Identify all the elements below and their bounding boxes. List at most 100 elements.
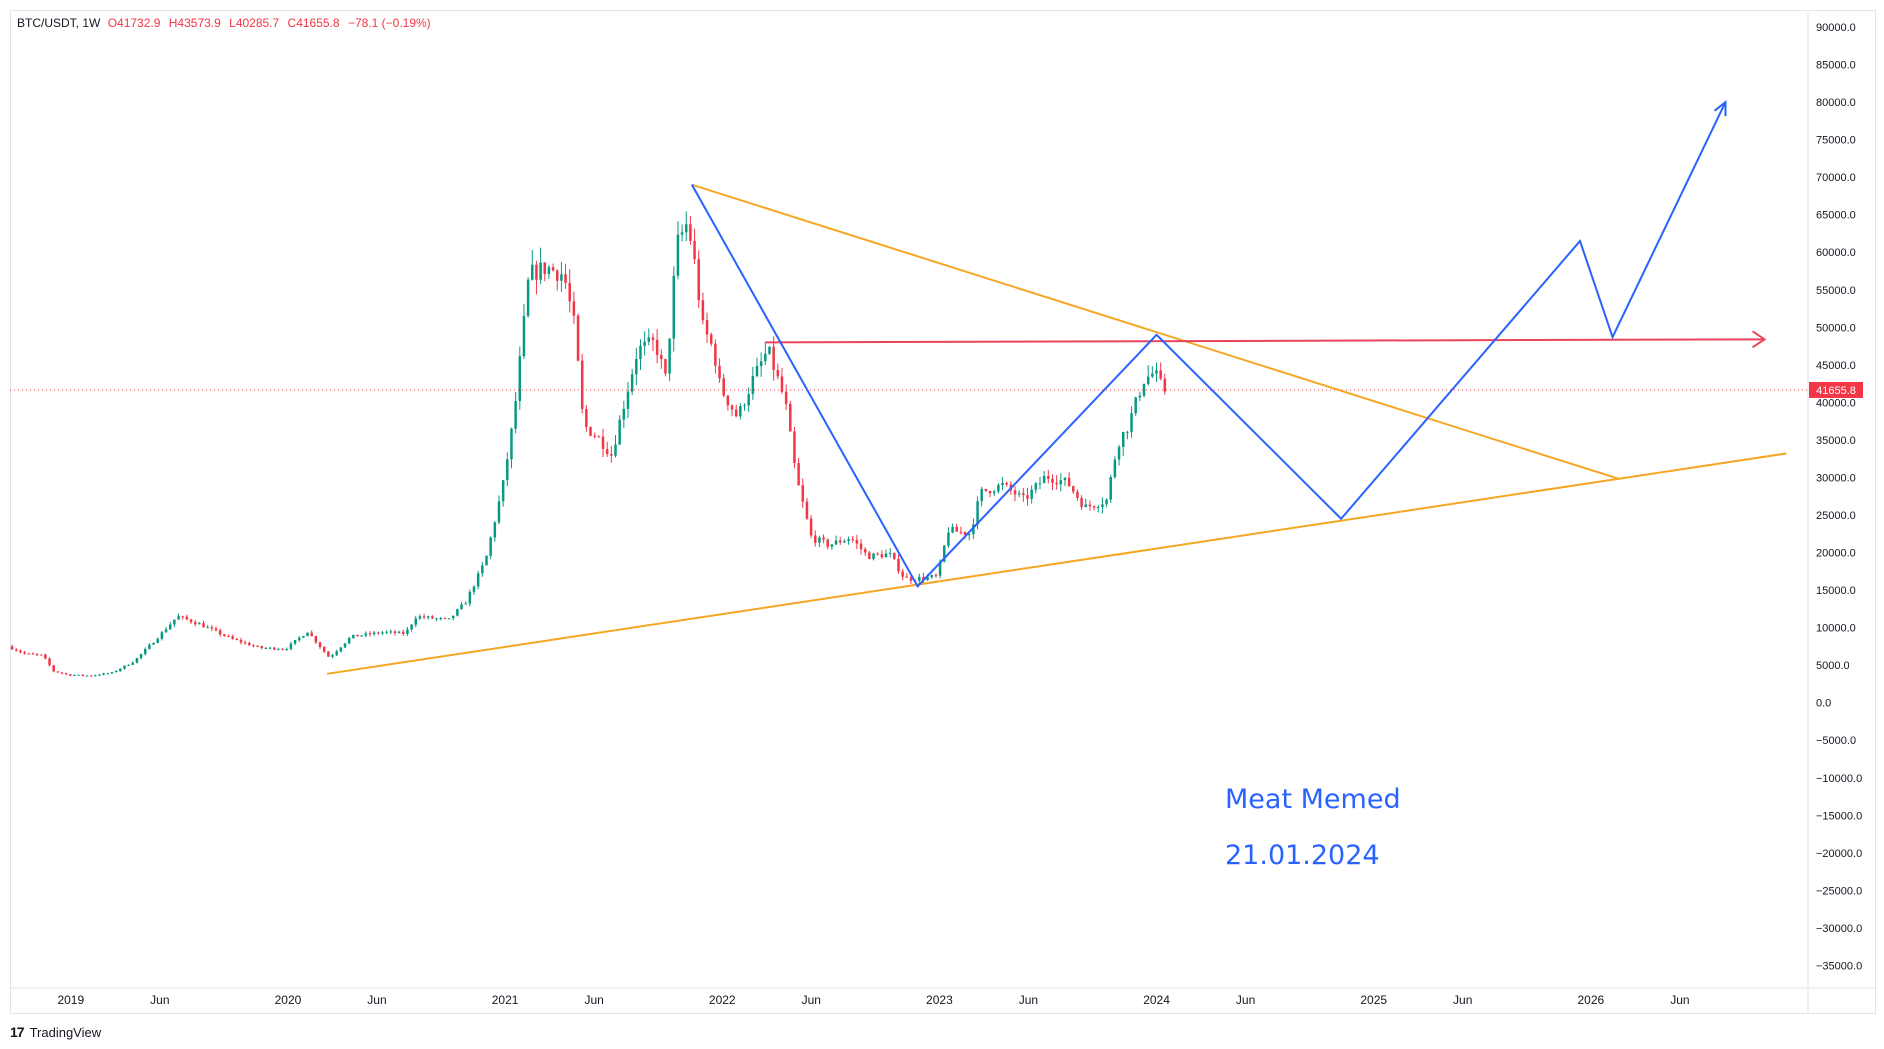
candle-body — [198, 623, 201, 625]
candle-body — [1005, 482, 1008, 485]
candle-body — [1163, 378, 1167, 392]
price-tick-label: 5000.0 — [1816, 660, 1850, 672]
candle-body — [963, 531, 967, 536]
candle-body — [1109, 477, 1112, 500]
chart-frame[interactable] — [10, 10, 1876, 1014]
close-value: C41655.8 — [287, 16, 340, 30]
candle-body — [56, 671, 60, 673]
candle-body — [406, 629, 409, 634]
date-annotation: 21.01.2024 — [1225, 840, 1380, 871]
candle-body — [414, 618, 417, 625]
candle-body — [89, 675, 93, 677]
time-tick-label: Jun — [1019, 993, 1038, 1007]
candle-body — [1096, 507, 1100, 509]
candle-body — [805, 501, 809, 519]
candle-body — [456, 609, 459, 616]
candle-body — [485, 555, 488, 566]
candle-body — [302, 636, 305, 638]
candle-body — [464, 603, 467, 605]
candle-body — [1142, 383, 1146, 396]
candle-body — [655, 339, 659, 355]
candle-body — [489, 537, 492, 556]
candle-body — [934, 575, 938, 577]
candle-body — [689, 224, 692, 241]
candle-body — [893, 552, 896, 559]
candle-body — [543, 262, 547, 274]
candle-body — [697, 259, 700, 301]
candle-body — [784, 391, 788, 404]
candle-body — [726, 395, 730, 406]
triangle-support-line[interactable] — [326, 452, 1787, 675]
candle-body — [102, 673, 105, 675]
price-tick-label: 40000.0 — [1816, 397, 1856, 409]
candle-body — [273, 647, 276, 650]
candle-body — [668, 338, 671, 374]
candle-body — [506, 459, 509, 481]
candle-body — [551, 267, 555, 271]
price-tick-label: 55000.0 — [1816, 285, 1856, 297]
resistance-arrow-line[interactable] — [765, 338, 1765, 344]
candle-body — [168, 624, 172, 630]
candle-body — [826, 539, 829, 547]
candle-body — [1121, 432, 1125, 447]
candle-body — [980, 488, 983, 502]
candle-body — [843, 540, 846, 543]
candle-body — [701, 300, 705, 321]
candle-body — [160, 632, 164, 639]
candle-body — [618, 419, 621, 445]
candle-body — [177, 616, 180, 620]
candle-body — [48, 658, 51, 666]
time-tick-label: 2021 — [492, 993, 519, 1007]
candle-body — [44, 654, 47, 659]
candle-body — [818, 537, 821, 543]
candle-body — [1001, 482, 1004, 485]
candle-body — [872, 553, 875, 560]
time-tick-label: 2024 — [1143, 993, 1170, 1007]
candle-body — [239, 639, 243, 643]
candle-body — [992, 491, 996, 494]
tradingview-logo-icon: 17 — [10, 1024, 25, 1040]
price-tick-label: 25000.0 — [1816, 510, 1856, 522]
symbol-name[interactable]: BTC/USDT — [17, 16, 76, 30]
candle-body — [264, 648, 268, 650]
candle-body — [1146, 376, 1150, 384]
candle-body — [751, 375, 755, 395]
candle-body — [39, 654, 43, 656]
candle-body — [585, 409, 588, 427]
projection-path[interactable] — [690, 101, 1727, 589]
candle-body — [235, 638, 239, 640]
candle-body — [1013, 490, 1017, 495]
interval-label[interactable]: 1W — [82, 16, 101, 30]
candle-body — [780, 376, 784, 392]
candle-body — [672, 275, 676, 339]
tradingview-logo[interactable]: 17 TradingView — [10, 1024, 101, 1040]
candle-body — [385, 631, 388, 633]
candle-body — [501, 480, 505, 502]
candle-body — [27, 653, 30, 655]
triangle-resistance-line[interactable] — [691, 183, 1620, 480]
candle-body — [709, 334, 713, 344]
candle-body — [576, 315, 580, 361]
candle-body — [718, 365, 721, 379]
candle-body — [564, 274, 567, 284]
candle-body — [114, 670, 118, 673]
candle-body — [905, 576, 909, 578]
candle-body — [439, 617, 442, 619]
candle-body — [789, 403, 792, 432]
candle-body — [322, 647, 326, 652]
candle-body — [901, 571, 904, 577]
candle-body — [1026, 495, 1029, 499]
candle-body — [630, 374, 634, 392]
candle-body — [377, 632, 380, 634]
open-value: O41732.9 — [107, 16, 161, 30]
candle-body — [734, 409, 738, 417]
candle-body — [368, 633, 372, 635]
time-tick-label: Jun — [584, 993, 603, 1007]
candle-body — [926, 577, 929, 581]
candle-body — [593, 435, 596, 437]
time-tick-label: 2023 — [926, 993, 953, 1007]
price-tick-label: 90000.0 — [1816, 22, 1856, 34]
candle-body — [481, 565, 484, 574]
candle-body — [410, 624, 413, 630]
